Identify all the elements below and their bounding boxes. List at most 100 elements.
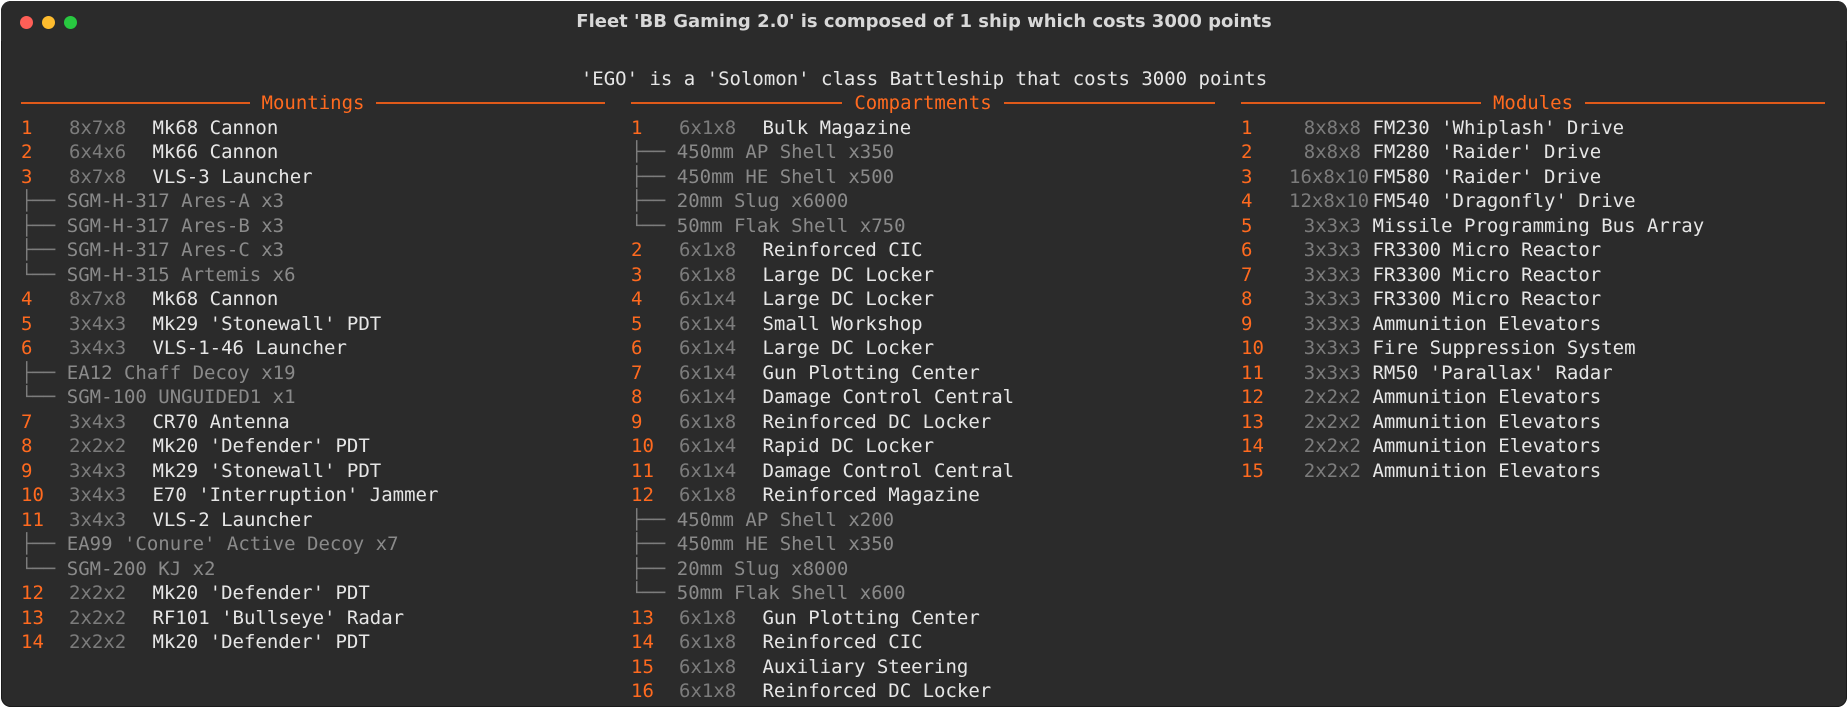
- list-item: 5 6x1x4 Small Workshop: [631, 312, 1215, 337]
- list-item: 12 6x1x8 Reinforced Magazine: [631, 483, 1215, 508]
- item-size: 6x1x8: [679, 631, 737, 653]
- item-size: 8x7x8: [69, 165, 127, 188]
- item-name: Mk66 Cannon: [152, 141, 279, 163]
- item-name: Damage Control Central: [762, 386, 1015, 408]
- item-name: VLS-3 Launcher: [152, 165, 313, 188]
- item-number: 13: [1241, 410, 1264, 433]
- tree-branch-glyph: └──: [631, 582, 666, 604]
- item-size: 2x2x2: [69, 606, 127, 629]
- list-item: 3 8x7x8 VLS-3 Launcher: [21, 165, 605, 190]
- item-name: Auxiliary Steering: [762, 655, 969, 678]
- list-item: 13 2x2x2 Ammunition Elevators: [1241, 410, 1825, 435]
- list-item: 10 3x4x3 E70 'Interruption' Jammer: [21, 483, 605, 508]
- item-size: 3x3x3: [1303, 288, 1361, 310]
- list-item: 14 6x1x8 Reinforced CIC: [631, 630, 1215, 655]
- item-name: Mk20 'Defender' PDT: [152, 631, 370, 653]
- item-size: 3x4x3: [69, 484, 127, 506]
- item-name: RM50 'Parallax' Radar: [1372, 361, 1613, 384]
- minimize-window-button[interactable]: [42, 16, 55, 29]
- list-item: 6 6x1x4 Large DC Locker: [631, 336, 1215, 361]
- item-number: 2: [21, 141, 33, 163]
- tree-branch-glyph: ├──: [631, 141, 666, 163]
- list-item: 7 3x4x3 CR70 Antenna: [21, 410, 605, 435]
- item-number: 10: [631, 435, 654, 457]
- ammo-item-label: 450mm HE Shell x350: [676, 533, 895, 555]
- item-number: 4: [21, 288, 33, 310]
- item-number: 3: [21, 165, 33, 188]
- list-item: 15 2x2x2 Ammunition Elevators: [1241, 459, 1825, 484]
- item-size: 3x3x3: [1303, 214, 1361, 237]
- list-item: 9 3x4x3 Mk29 'Stonewall' PDT: [21, 459, 605, 484]
- item-size: 6x1x4: [679, 288, 737, 310]
- list-item: 3 16x8x10 FM580 'Raider' Drive: [1241, 165, 1825, 190]
- tree-branch-glyph: ├──: [21, 214, 56, 237]
- item-name: RF101 'Bullseye' Radar: [152, 606, 405, 629]
- item-size: 16x8x10: [1289, 165, 1370, 188]
- item-number: 16: [631, 680, 654, 702]
- modules-list: 1 8x8x8 FM230 'Whiplash' Drive 2 8x8x8 FM28…: [1241, 116, 1825, 484]
- item-size: 2x2x2: [69, 631, 127, 653]
- item-name: Large DC Locker: [762, 263, 935, 286]
- ammo-item-label: EA12 Chaff Decoy x19: [66, 361, 296, 384]
- item-size: 6x1x4: [679, 386, 737, 408]
- item-number: 15: [631, 655, 654, 678]
- list-item: 12 2x2x2 Ammunition Elevators: [1241, 385, 1825, 410]
- item-number: 6: [21, 337, 33, 359]
- item-size: 6x1x4: [679, 459, 737, 482]
- modules-title: Modules: [1492, 92, 1574, 114]
- item-number: 15: [1241, 459, 1264, 482]
- item-number: 8: [631, 386, 643, 408]
- list-item: 8 2x2x2 Mk20 'Defender' PDT: [21, 434, 605, 459]
- tree-branch-glyph: ├──: [631, 533, 666, 555]
- tree-branch-glyph: ├──: [21, 239, 56, 261]
- item-number: 10: [1241, 337, 1264, 359]
- item-name: Gun Plotting Center: [762, 606, 980, 629]
- list-subitem: └── 50mm Flak Shell x750: [631, 214, 1215, 239]
- ammo-item-label: EA99 'Conure' Active Decoy x7: [66, 533, 399, 555]
- list-item: 8 6x1x4 Damage Control Central: [631, 385, 1215, 410]
- close-window-button[interactable]: [20, 16, 33, 29]
- item-size: 3x3x3: [1303, 312, 1361, 335]
- item-number: 12: [1241, 386, 1264, 408]
- item-size: 2x2x2: [69, 582, 127, 604]
- item-number: 5: [631, 312, 643, 335]
- item-size: 6x1x8: [679, 484, 737, 506]
- item-name: Small Workshop: [762, 312, 923, 335]
- item-size: 3x4x3: [69, 459, 127, 482]
- item-size: 2x2x2: [1303, 459, 1361, 482]
- item-number: 6: [1241, 239, 1253, 261]
- item-number: 14: [631, 631, 654, 653]
- item-name: FR3300 Micro Reactor: [1372, 288, 1602, 310]
- item-name: Rapid DC Locker: [762, 435, 935, 457]
- item-number: 14: [21, 631, 44, 653]
- item-name: Bulk Magazine: [762, 116, 912, 139]
- item-size: 8x8x8: [1303, 116, 1361, 139]
- list-item: 2 6x4x6 Mk66 Cannon: [21, 140, 605, 165]
- ammo-item-label: SGM-H-317 Ares-C x3: [66, 239, 285, 261]
- item-number: 9: [21, 459, 33, 482]
- list-subitem: ├── EA12 Chaff Decoy x19: [21, 361, 605, 386]
- item-number: 3: [631, 263, 643, 286]
- list-item: 11 3x3x3 RM50 'Parallax' Radar: [1241, 361, 1825, 386]
- divider: [21, 102, 250, 105]
- item-name: Ammunition Elevators: [1372, 459, 1602, 482]
- item-number: 8: [21, 435, 33, 457]
- divider: [631, 102, 843, 105]
- item-size: 2x2x2: [1303, 435, 1361, 457]
- item-size: 6x1x8: [679, 263, 737, 286]
- list-subitem: └── SGM-100 UNGUIDED1 x1: [21, 385, 605, 410]
- item-number: 11: [1241, 361, 1264, 384]
- item-name: Reinforced Magazine: [762, 484, 980, 506]
- item-size: 2x2x2: [1303, 410, 1361, 433]
- item-number: 2: [631, 239, 643, 261]
- tree-branch-glyph: ├──: [631, 165, 666, 188]
- item-number: 8: [1241, 288, 1253, 310]
- item-name: Reinforced DC Locker: [762, 410, 992, 433]
- item-size: 2x2x2: [69, 435, 127, 457]
- tree-branch-glyph: ├──: [21, 190, 56, 212]
- ammo-item-label: SGM-100 UNGUIDED1 x1: [66, 386, 296, 408]
- maximize-window-button[interactable]: [64, 16, 77, 29]
- item-name: VLS-2 Launcher: [152, 508, 313, 531]
- item-size: 6x1x4: [679, 435, 737, 457]
- compartments-title: Compartments: [854, 92, 992, 114]
